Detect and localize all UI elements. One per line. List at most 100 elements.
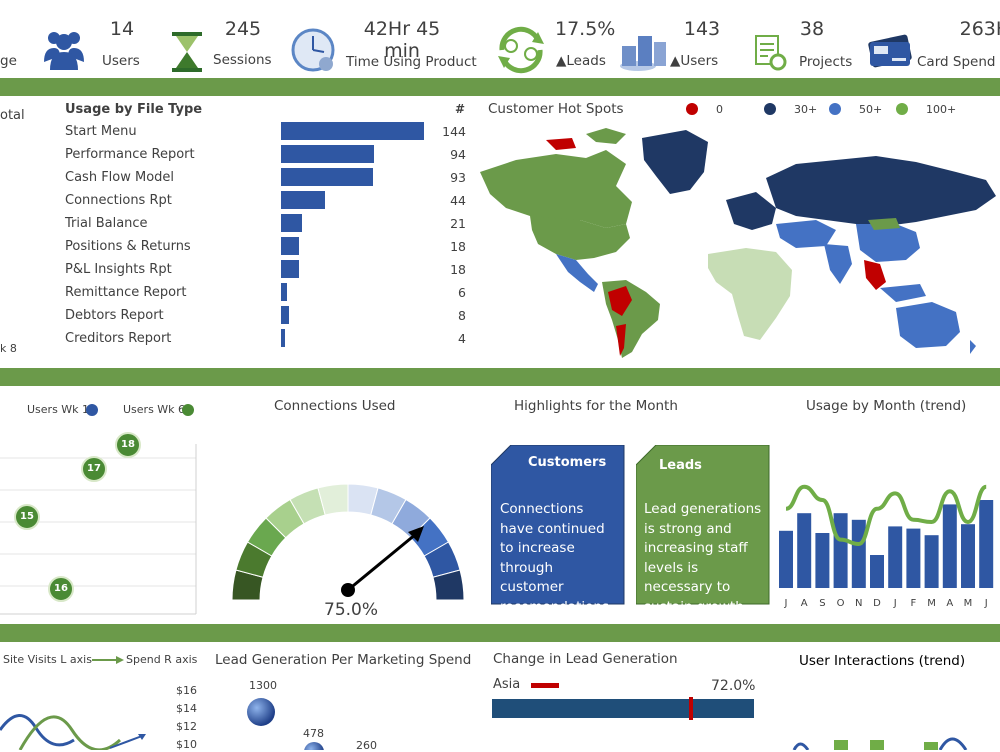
hotspots-legend-swatch: [829, 103, 841, 115]
kpi-card-label: Card Spend: [917, 54, 996, 70]
file-type-value: 8: [458, 308, 466, 323]
file-type-value: 18: [450, 239, 466, 254]
file-type-name: Start Menu: [65, 124, 137, 139]
kpi-users-up-value: 143: [683, 18, 721, 40]
file-type-value: 18: [450, 262, 466, 277]
legend-spend: Spend R axis: [126, 653, 198, 666]
file-type-value: 6: [458, 285, 466, 300]
usage-month-label: D: [873, 598, 881, 609]
usage-month-label: N: [855, 598, 862, 609]
legend-users-wk6: Users Wk 6: [123, 403, 186, 416]
file-type-name: Performance Report: [65, 147, 195, 162]
file-type-bar: [281, 214, 302, 232]
customers-card-title: Customers: [528, 455, 607, 470]
world-map: [480, 128, 996, 358]
file-type-title: Usage by File Type: [65, 102, 203, 117]
kpi-users-value: 14: [109, 18, 135, 40]
usage-month-label: J: [784, 598, 788, 609]
interactions-title: User Interactions (trend): [799, 653, 966, 669]
file-type-value: 144: [442, 124, 466, 139]
spend-axis-tick: $12: [176, 720, 197, 733]
kpi-leads-value: 17.5%: [555, 18, 616, 40]
leads-card-text: Lead generations is strong and increasin…: [644, 501, 762, 615]
usage-month-bar: [851, 519, 866, 588]
exchange-cycle-icon: [498, 26, 544, 74]
usage-month-bar: [833, 513, 848, 588]
usage-month-title: Usage by Month (trend): [806, 398, 967, 414]
usage-month-bar: [779, 530, 793, 588]
file-type-value: 4: [458, 331, 466, 346]
highlights-title: Highlights for the Month: [514, 398, 678, 414]
section-band: [0, 78, 1000, 96]
usage-month-bar: [942, 504, 957, 588]
file-type-name: P&L Insights Rpt: [65, 262, 172, 277]
spend-axis-tick: $14: [176, 702, 197, 715]
usage-month-label: M: [964, 598, 973, 609]
hotspots-legend-label: 100+: [926, 103, 957, 116]
hotspots-legend-swatch: [764, 103, 776, 115]
change-title: Change in Lead Generation: [493, 651, 678, 667]
bubble-point: 18: [115, 432, 141, 458]
hotspots-legend-label: 50+: [859, 103, 883, 116]
legend-users-wk1: Users Wk 1: [27, 403, 90, 416]
kpi-time-value: 42Hr 45 min: [363, 18, 441, 62]
leads-card-title: Leads: [659, 458, 702, 473]
usage-month-bar: [870, 555, 884, 588]
usage-month-label: A: [801, 598, 808, 609]
kpi-time-label: Time Using Product: [346, 54, 477, 70]
hotspots-legend-label: 30+: [794, 103, 818, 116]
cut-week-label: k 8: [0, 342, 17, 355]
file-type-value: 94: [450, 147, 466, 162]
usage-month-label: O: [837, 598, 845, 609]
hourglass-icon: [172, 32, 202, 72]
bubble-point: 16: [48, 576, 74, 602]
hotspots-legend-swatch: [896, 103, 908, 115]
file-type-bar: [281, 306, 289, 324]
change-target-marker: [689, 697, 693, 720]
usage-month-label: S: [819, 598, 825, 609]
file-type-bar: [281, 168, 374, 186]
usage-month-label: M: [927, 598, 936, 609]
kpi-projects-label: Projects: [799, 54, 853, 70]
file-type-bar: [281, 191, 325, 209]
file-type-bar: [281, 283, 287, 301]
change-progress-bar: [492, 699, 754, 718]
legend-wk6-swatch: [182, 404, 194, 416]
leadgen-point-label: 1300: [249, 679, 277, 692]
coins-icon: [620, 36, 666, 71]
credit-card-icon: [868, 34, 912, 68]
leadgen-point-label: 478: [303, 727, 324, 740]
hotspots-legend-label: 0: [716, 103, 723, 116]
connections-gauge: [231, 483, 465, 601]
leadgen-point-label: 260: [356, 739, 377, 752]
project-document-icon: [755, 35, 787, 71]
file-type-value: 21: [450, 216, 466, 231]
kpi-label-cut: ge: [0, 53, 17, 69]
file-type-bar: [281, 145, 375, 163]
file-type-bar: [281, 122, 424, 140]
users-bubble-plot: [0, 444, 197, 615]
file-type-bar: [281, 329, 285, 347]
usage-month-bar: [815, 533, 830, 588]
usage-month-bar: [924, 535, 939, 588]
file-type-bar: [281, 260, 299, 278]
legend-wk1-swatch: [86, 404, 98, 416]
customers-card-bg: [491, 445, 625, 605]
kpi-card-value: 263K: [959, 18, 1000, 40]
kpi-users-label: Users: [102, 53, 140, 69]
cut-total-label: otal: [0, 108, 25, 123]
change-region-label: Asia: [493, 677, 521, 692]
file-type-name: Remittance Report: [65, 285, 187, 300]
leadgen-bubble-chart: [247, 698, 324, 750]
file-type-name: Cash Flow Model: [65, 170, 175, 185]
bubble-point: 15: [14, 504, 40, 530]
file-type-name: Connections Rpt: [65, 193, 172, 208]
usage-month-bar: [888, 526, 903, 588]
spend-axis-tick: $16: [176, 684, 197, 697]
user-interactions-chart: [792, 737, 968, 750]
section-band: [0, 624, 1000, 642]
clock-icon: [291, 28, 335, 72]
usage-month-bar: [906, 528, 921, 588]
file-type-bar: [281, 237, 299, 255]
